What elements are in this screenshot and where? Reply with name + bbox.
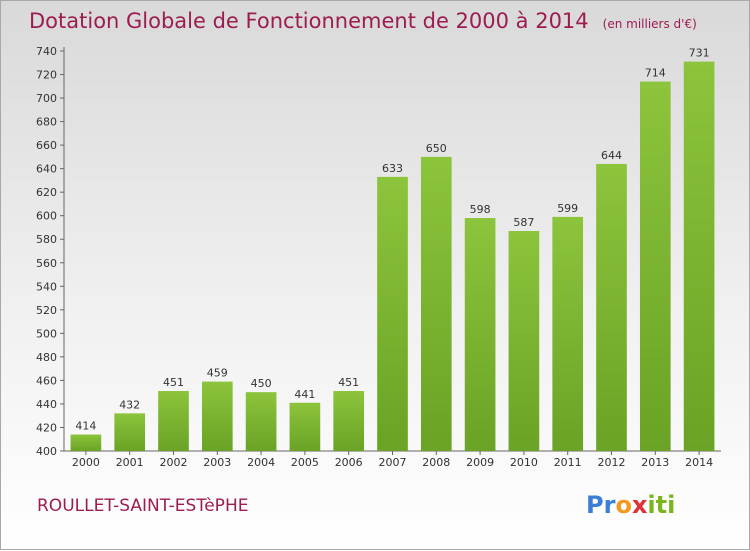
logo-letter: t	[655, 491, 668, 519]
logo-letter: o	[615, 491, 632, 519]
data-label: 644	[601, 149, 622, 162]
chart-title: Dotation Globale de Fonctionnement de 20…	[29, 9, 697, 33]
y-tick-label: 560	[36, 257, 57, 270]
y-tick-label: 420	[36, 421, 57, 434]
x-tick-label: 2008	[422, 456, 450, 469]
x-tick-label: 2003	[203, 456, 231, 469]
bar	[420, 156, 452, 451]
bar	[683, 61, 715, 452]
x-tick-label: 2010	[510, 456, 538, 469]
x-tick-label: 2007	[379, 456, 407, 469]
bar	[245, 392, 277, 451]
logo-letter: i	[647, 491, 656, 519]
y-tick-label: 600	[36, 210, 57, 223]
data-label: 650	[426, 142, 447, 155]
y-tick-label: 440	[36, 398, 57, 411]
bar	[639, 81, 671, 452]
proxiti-logo[interactable]: Proxiti	[586, 491, 675, 519]
bar	[596, 163, 627, 452]
x-tick-label: 2014	[685, 456, 713, 469]
y-tick-label: 720	[36, 69, 57, 82]
bar	[508, 231, 540, 451]
x-tick-label: 2000	[72, 456, 100, 469]
x-tick-label: 2012	[598, 456, 626, 469]
bar	[552, 216, 584, 451]
data-label: 432	[119, 398, 140, 411]
data-label: 450	[251, 377, 272, 390]
bar	[70, 434, 102, 451]
logo-letter: r	[603, 491, 616, 519]
data-label: 587	[513, 216, 534, 229]
bar	[114, 413, 146, 451]
data-label: 714	[645, 67, 666, 80]
logo-letter: x	[631, 491, 648, 519]
x-tick-label: 2005	[291, 456, 319, 469]
y-tick-label: 480	[36, 351, 57, 364]
data-label: 731	[689, 47, 710, 60]
x-tick-label: 2001	[116, 456, 144, 469]
y-tick-label: 640	[36, 163, 57, 176]
bar	[333, 391, 365, 451]
y-tick-label: 520	[36, 304, 57, 317]
commune-name: ROULLET-SAINT-ESTèPHE	[37, 496, 249, 516]
data-label: 633	[382, 162, 403, 175]
data-label: 441	[294, 388, 315, 401]
data-label: 599	[557, 202, 578, 215]
y-tick-label: 500	[36, 327, 57, 340]
y-tick-label: 400	[36, 445, 57, 458]
logo-letter: P	[586, 491, 604, 519]
x-tick-label: 2011	[554, 456, 582, 469]
bar	[158, 391, 189, 451]
y-tick-label: 740	[36, 45, 57, 58]
x-tick-label: 2009	[466, 456, 494, 469]
x-tick-label: 2002	[160, 456, 188, 469]
data-label: 598	[470, 203, 491, 216]
data-label: 451	[338, 376, 359, 389]
x-tick-label: 2004	[247, 456, 275, 469]
bar	[289, 402, 321, 451]
y-tick-label: 680	[36, 116, 57, 129]
y-tick-label: 620	[36, 186, 57, 199]
x-tick-label: 2013	[641, 456, 669, 469]
y-tick-label: 580	[36, 233, 57, 246]
y-tick-label: 540	[36, 280, 57, 293]
y-tick-label: 700	[36, 92, 57, 105]
bar	[377, 176, 408, 451]
unit-label: (en milliers d'€)	[602, 17, 697, 31]
data-label: 459	[207, 367, 228, 380]
y-tick-label: 460	[36, 374, 57, 387]
logo-letter: i	[667, 491, 676, 519]
bar	[464, 218, 496, 451]
title-text: Dotation Globale de Fonctionnement de 20…	[29, 9, 589, 33]
x-tick-label: 2006	[335, 456, 363, 469]
data-label: 414	[75, 420, 96, 433]
bar	[201, 381, 233, 451]
y-tick-label: 660	[36, 139, 57, 152]
data-label: 451	[163, 376, 184, 389]
